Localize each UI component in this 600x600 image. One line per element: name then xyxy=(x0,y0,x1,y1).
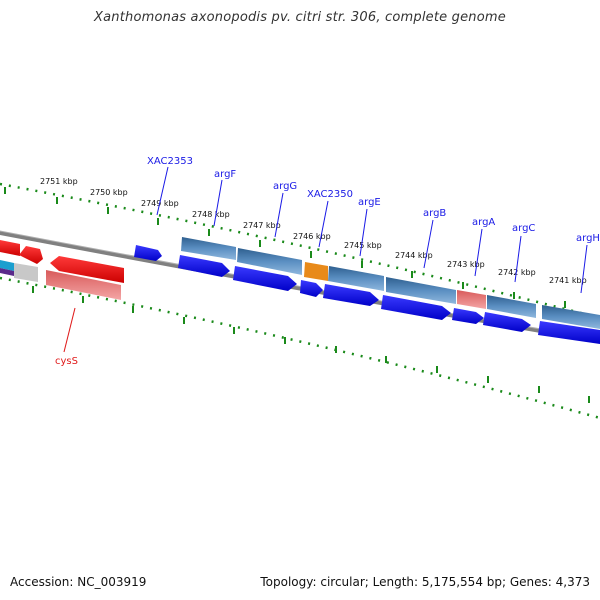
reverse-strand-genes xyxy=(0,240,124,300)
gene-feature[interactable] xyxy=(542,305,600,329)
gene-feature[interactable] xyxy=(46,270,121,300)
gene-feature[interactable] xyxy=(0,268,14,276)
gene-label-cyss[interactable]: cysS xyxy=(55,356,78,367)
genome-summary: Topology: circular; Length: 5,175,554 bp… xyxy=(260,575,590,589)
tick-label: 2746 kbp xyxy=(293,232,331,241)
gene-feature[interactable] xyxy=(323,284,379,306)
gene-feature[interactable] xyxy=(457,290,486,309)
gene-label-argf[interactable]: argF xyxy=(214,169,236,180)
gene-feature[interactable] xyxy=(538,321,600,344)
tick-label: 2745 kbp xyxy=(344,241,382,250)
gene-feature[interactable] xyxy=(237,248,302,275)
gene-feature[interactable] xyxy=(14,263,38,282)
gene-feature[interactable] xyxy=(19,246,43,264)
gene-label-argh[interactable]: argH xyxy=(576,233,600,244)
tick-label: 2748 kbp xyxy=(192,210,230,219)
gene-feature[interactable] xyxy=(50,256,124,283)
gene-feature[interactable] xyxy=(181,237,236,260)
gene-label-argb[interactable]: argB xyxy=(423,208,446,219)
label-leaders xyxy=(63,166,588,353)
tick-label: 2747 kbp xyxy=(243,221,281,230)
gene-feature[interactable] xyxy=(483,312,531,332)
gene-feature[interactable] xyxy=(381,295,451,320)
forward-strand-arrows xyxy=(178,255,600,344)
gene-label-arge[interactable]: argE xyxy=(358,197,381,208)
gene-feature[interactable] xyxy=(300,280,323,297)
tick-ring-outer xyxy=(0,182,600,320)
tick-ring-inner xyxy=(0,276,600,420)
gene-feature[interactable] xyxy=(134,245,162,261)
gene-feature[interactable] xyxy=(487,295,536,318)
gene-feature[interactable] xyxy=(0,260,14,271)
map-title: Xanthomonas axonopodis pv. citri str. 30… xyxy=(94,10,506,25)
tick-label: 2742 kbp xyxy=(498,268,536,277)
gene-label-argg[interactable]: argG xyxy=(273,181,297,192)
gene-labels: XAC2353 argF argG XAC2350 argE argB argA… xyxy=(55,156,600,367)
gene-feature[interactable] xyxy=(386,277,456,304)
tick-label: 2744 kbp xyxy=(395,251,433,260)
gene-label-xac2350[interactable]: XAC2350 xyxy=(307,189,353,200)
gene-feature[interactable] xyxy=(178,255,230,277)
tick-label: 2750 kbp xyxy=(90,188,128,197)
gene-label-arga[interactable]: argA xyxy=(472,217,495,228)
gene-feature[interactable] xyxy=(233,266,297,291)
gene-feature[interactable] xyxy=(0,240,20,256)
tick-label: 2743 kbp xyxy=(447,260,485,269)
major-ticks xyxy=(4,187,590,403)
forward-strand-genes xyxy=(134,237,600,329)
gene-feature[interactable] xyxy=(452,308,484,324)
gene-feature[interactable] xyxy=(328,266,384,291)
tick-label: 2741 kbp xyxy=(549,276,587,285)
gene-label-xac2353[interactable]: XAC2353 xyxy=(147,156,193,167)
gene-feature[interactable] xyxy=(304,262,328,281)
tick-label: 2751 kbp xyxy=(40,177,78,186)
gene-label-argc[interactable]: argC xyxy=(512,223,535,234)
accession-text: Accession: NC_003919 xyxy=(10,575,147,589)
